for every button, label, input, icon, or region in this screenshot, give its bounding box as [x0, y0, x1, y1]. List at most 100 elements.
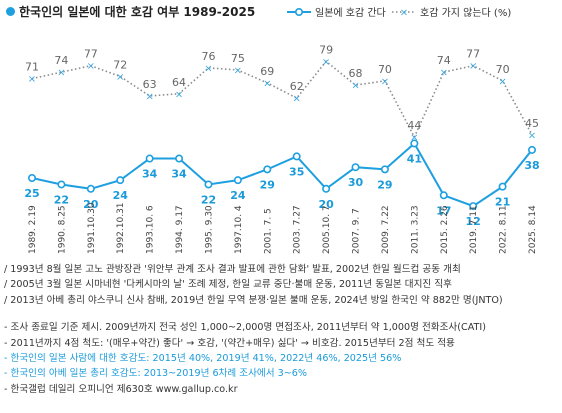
point-favorable: [263, 165, 272, 174]
chart-title: 한국인의 일본에 대한 호감 여부 1989-2025: [6, 3, 255, 20]
legend-marker-favorable: [294, 8, 303, 17]
value-label-unfavorable: 71: [25, 61, 39, 74]
note-method-3: - 한국인의 일본 사람에 대한 호감도: 2015년 40%, 2019년 4…: [4, 353, 402, 365]
x-tick-label: 1992.10.31: [116, 202, 126, 254]
point-unfavorable: ×: [145, 91, 153, 102]
point-favorable: [86, 184, 95, 193]
point-favorable: [410, 139, 419, 148]
x-axis: 1989. 2.19 1990. 8.25 1991.10.30 1992.10.31…: [28, 202, 538, 254]
value-label-favorable: 21: [495, 196, 510, 209]
point-unfavorable: ×: [116, 72, 124, 83]
note-event-1: / 1993년 8월 일본 고노 관방장관 '위안부 관계 조사 결과 발표에 …: [4, 264, 461, 275]
point-unfavorable: ×: [410, 132, 418, 143]
legend-label-favorable: 일본에 호감 간다: [315, 7, 386, 19]
x-tick-label: 2011. 3.23: [410, 205, 420, 254]
value-label-unfavorable: 76: [201, 50, 215, 63]
point-unfavorable: ×: [498, 76, 506, 87]
point-favorable: [292, 152, 301, 161]
x-tick-label: 2001. 7. 5: [263, 208, 273, 254]
value-label-favorable: 17: [436, 204, 451, 217]
x-tick-label: 2022. 8.11: [499, 205, 509, 254]
note-method-1: - 조사 종료일 기준 제시. 2009년까지 전국 성인 1,000~2,00…: [4, 322, 486, 334]
value-label-favorable: 20: [318, 198, 334, 211]
x-tick-label: 2015. 2.26: [440, 205, 450, 254]
point-unfavorable: ×: [175, 89, 183, 100]
value-label-unfavorable: 45: [525, 117, 539, 130]
point-favorable: [57, 180, 66, 189]
point-favorable: [380, 165, 389, 174]
point-favorable: [233, 176, 242, 185]
series-layer: × × × × × × × × × × × × × × × × × ×: [27, 57, 536, 211]
point-favorable: [527, 145, 536, 154]
x-tick-label: 2025. 8.14: [528, 205, 538, 254]
point-unfavorable: ×: [293, 94, 301, 105]
value-label-unfavorable: 70: [496, 63, 510, 76]
value-label-unfavorable: 72: [113, 58, 127, 71]
x-tick-label: 2019. 7.11: [469, 205, 479, 254]
value-label-unfavorable: 75: [231, 52, 245, 65]
point-favorable: [439, 191, 448, 200]
value-label-unfavorable: 74: [54, 54, 68, 67]
value-label-unfavorable: 68: [349, 67, 363, 80]
value-label-favorable: 30: [348, 176, 364, 189]
value-label-favorable: 38: [524, 159, 539, 172]
value-label-unfavorable: 44: [407, 119, 421, 132]
value-label-favorable: 24: [230, 189, 246, 202]
x-tick-label: 2007. 9. 7: [352, 208, 362, 254]
note-source: - 한국갤럽 데일리 오피니언 제630호 www.gallup.co.kr: [4, 383, 238, 395]
value-label-unfavorable: 62: [290, 80, 304, 93]
x-tick-label: 1995. 9.30: [204, 205, 214, 254]
value-label-favorable: 34: [171, 168, 187, 181]
x-tick-label: 1989. 2.19: [28, 205, 38, 254]
x-tick-label: 2003. 7.27: [293, 205, 303, 254]
value-label-unfavorable: 69: [260, 65, 274, 78]
point-unfavorable: ×: [381, 76, 389, 87]
value-labels: 71 74 77 72 63 64 76 75 69 62 79 68 70 44 74 77 70 45 25 22…: [24, 43, 539, 228]
point-unfavorable: ×: [234, 66, 242, 77]
value-label-favorable: 12: [466, 215, 481, 228]
point-unfavorable: ×: [528, 130, 536, 141]
legend-marker-unfavorable: ×: [400, 8, 408, 19]
point-unfavorable: ×: [263, 78, 271, 89]
value-label-unfavorable: 64: [172, 76, 186, 89]
note-method-2: - 2011년까지 4점 척도: '(매우+약간) 좋다' → 호감, '(약간…: [4, 337, 455, 349]
value-label-unfavorable: 74: [437, 54, 451, 67]
point-favorable: [322, 184, 331, 193]
line-chart: 일본에 호감 간다 × 호감 가지 않는다 (%) × × × × × × × × × × × × × × × ×…: [24, 7, 539, 254]
x-tick-label: 1997.10. 4: [234, 205, 244, 254]
point-unfavorable: ×: [469, 61, 477, 72]
x-tick-label: 1991.10.30: [87, 202, 97, 254]
title-bullet-icon: [6, 7, 15, 16]
chart-title-text: 한국인의 일본에 대한 호감 여부 1989-2025: [19, 5, 256, 19]
value-label-favorable: 29: [260, 178, 275, 191]
point-favorable: [351, 163, 360, 172]
x-tick-label: 2005.10. 7: [322, 205, 332, 254]
value-label-favorable: 22: [54, 193, 69, 206]
point-unfavorable: ×: [204, 63, 212, 74]
x-tick-label: 1990. 8.25: [57, 205, 67, 254]
x-tick-label: 2009. 7.22: [381, 205, 391, 254]
value-label-favorable: 35: [289, 165, 304, 178]
value-label-unfavorable: 63: [143, 78, 157, 91]
legend-label-unfavorable: 호감 가지 않는다 (%): [420, 7, 511, 19]
value-label-unfavorable: 77: [466, 48, 480, 61]
notes: / 1993년 8월 일본 고노 관방장관 '위안부 관계 조사 결과 발표에 …: [4, 262, 560, 397]
point-unfavorable: ×: [57, 68, 65, 79]
point-favorable: [469, 202, 478, 211]
value-label-favorable: 29: [377, 178, 392, 191]
legend: 일본에 호감 간다 × 호감 가지 않는다 (%): [287, 7, 511, 19]
value-label-favorable: 25: [24, 187, 39, 200]
note-event-3: / 2013년 아베 총리 야스쿠니 신사 참배, 2019년 한일 무역 분쟁…: [4, 294, 503, 306]
value-label-favorable: 24: [113, 189, 129, 202]
point-favorable: [27, 174, 36, 183]
value-label-unfavorable: 77: [84, 48, 98, 61]
x-tick-label: 1993.10. 6: [146, 205, 156, 254]
point-favorable: [145, 154, 154, 163]
value-label-favorable: 41: [407, 152, 422, 165]
value-label-unfavorable: 70: [378, 63, 392, 76]
value-label-unfavorable: 79: [319, 43, 333, 56]
point-unfavorable: ×: [87, 61, 95, 72]
point-favorable: [204, 180, 213, 189]
point-unfavorable: ×: [322, 57, 330, 68]
point-favorable: [116, 176, 125, 185]
